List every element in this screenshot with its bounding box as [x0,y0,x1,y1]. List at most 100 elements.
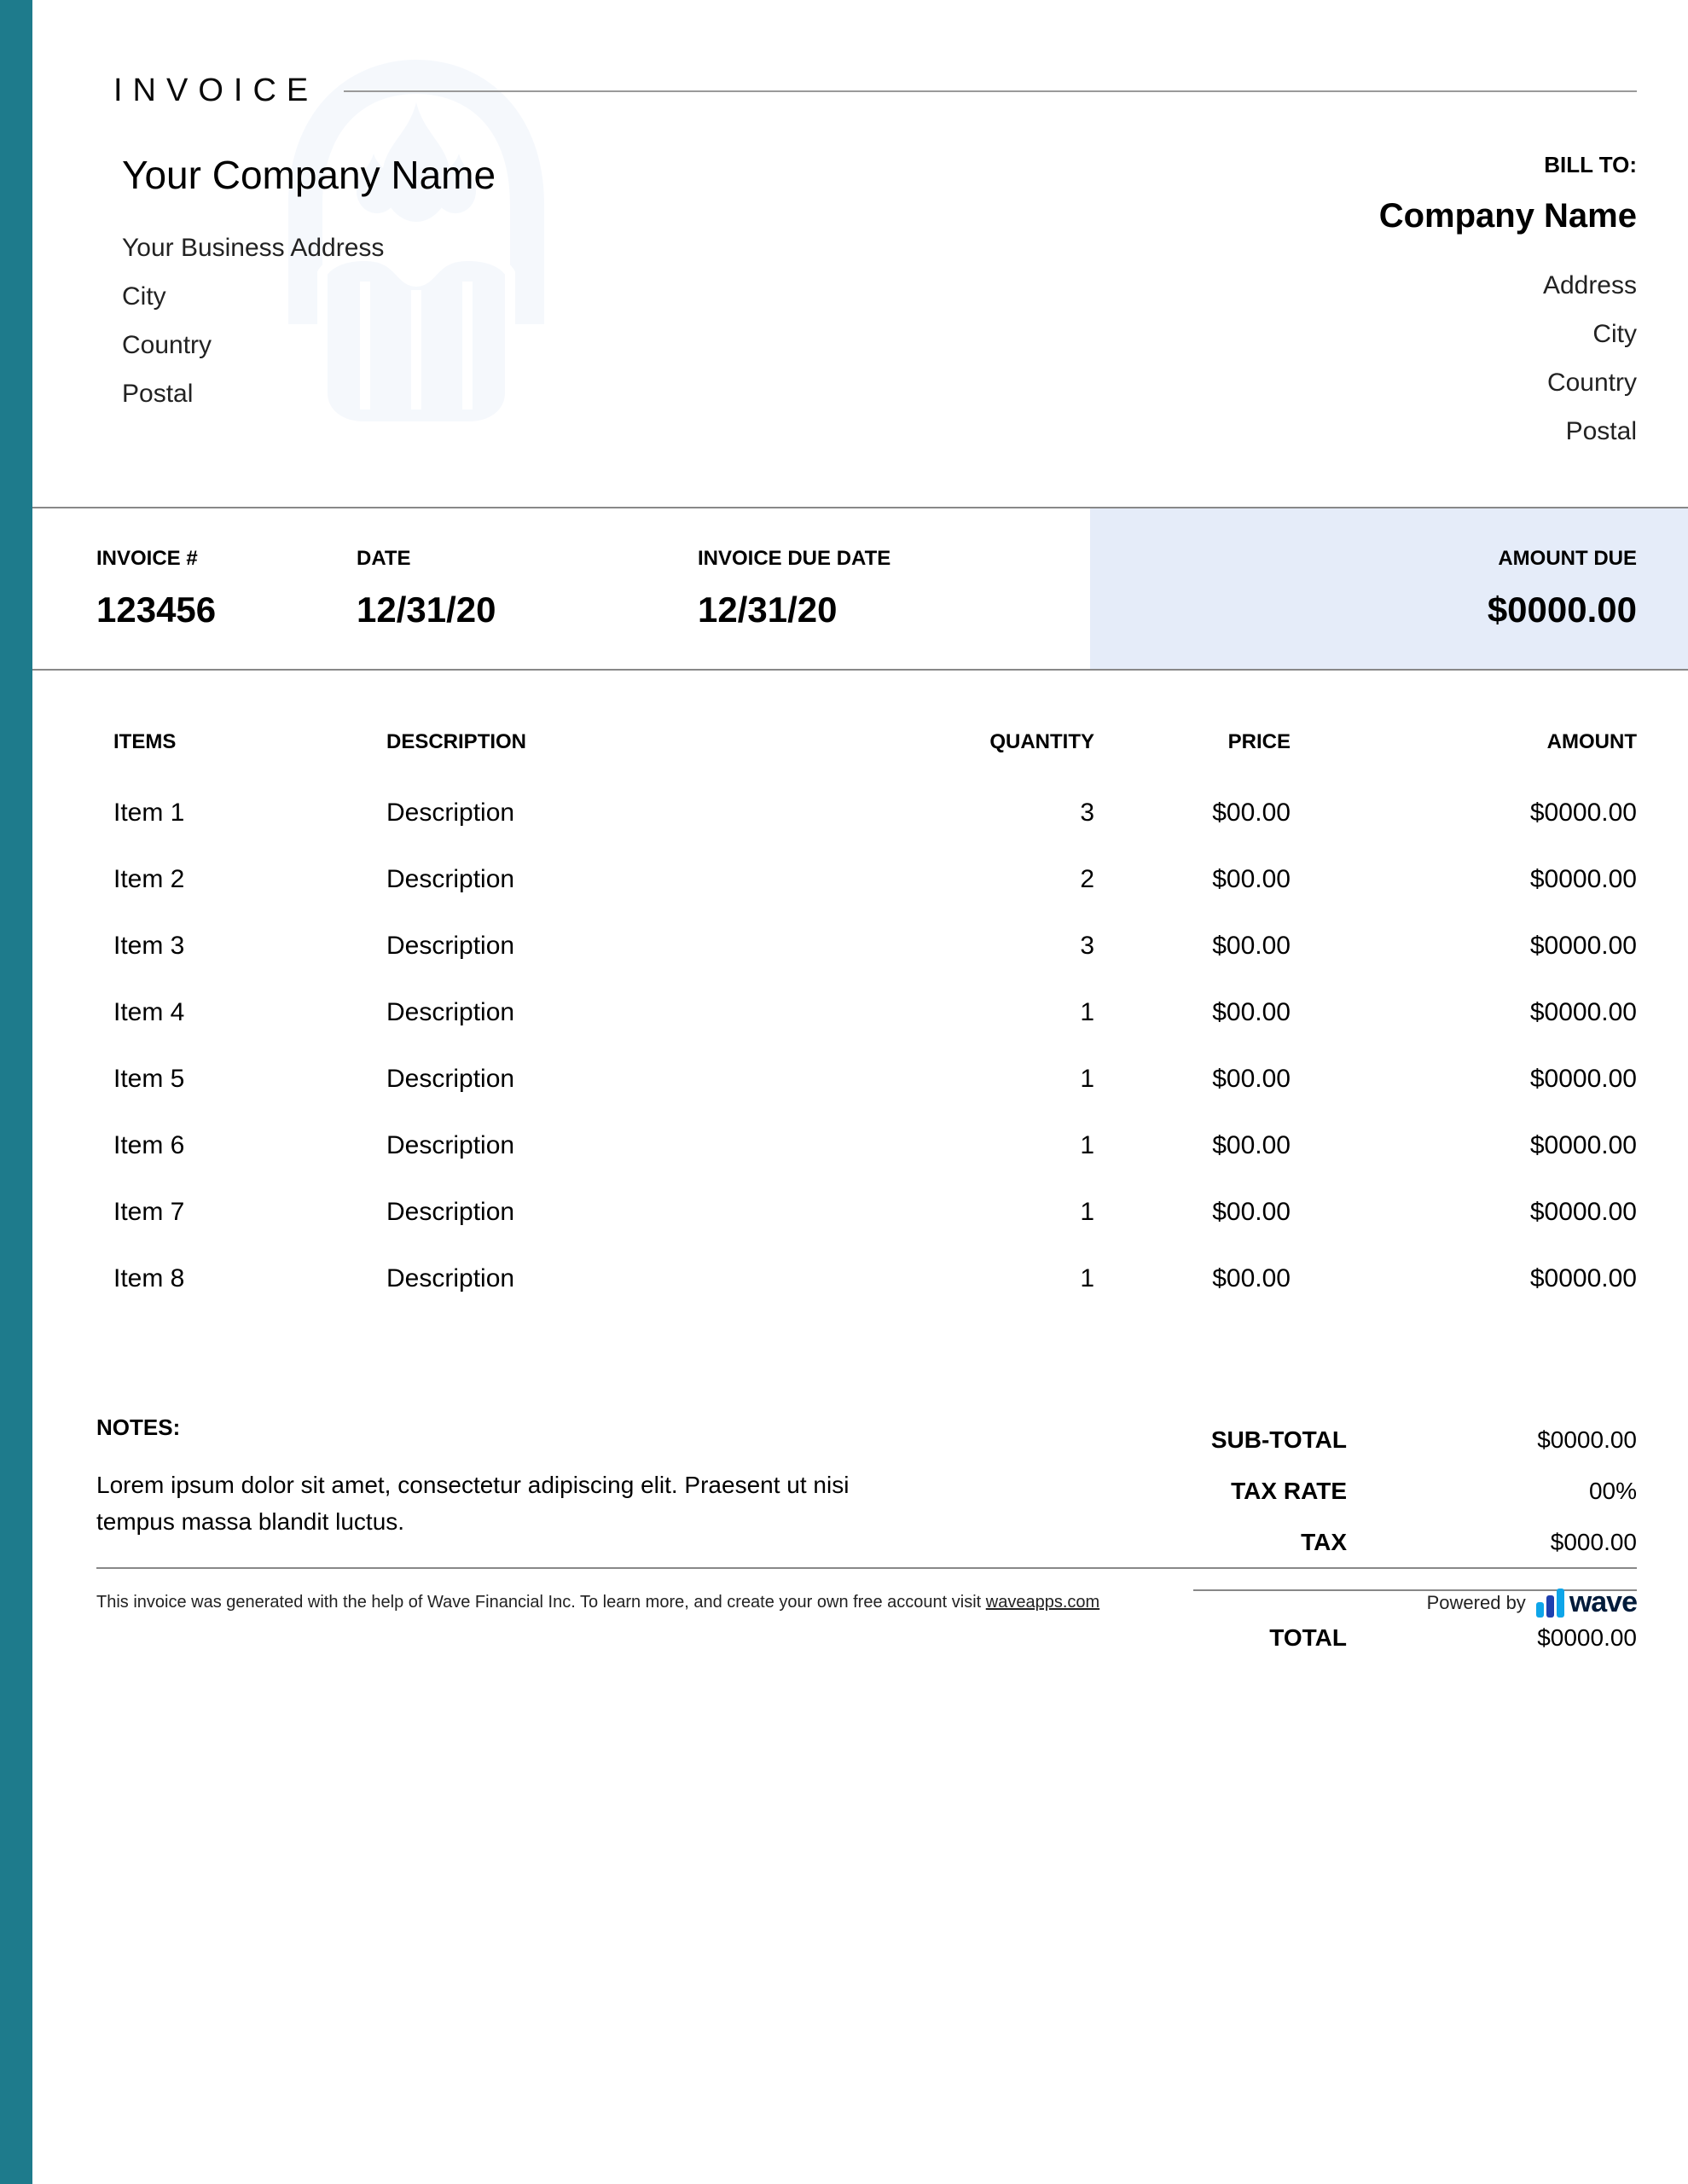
footer-prefix: This invoice was generated with the help… [96,1593,986,1612]
cell-item: Item 2 [96,846,386,913]
recipient-postal: Postal [1379,407,1637,456]
amount-due-label: AMOUNT DUE [1090,547,1637,571]
table-row: Item 3Description3$00.00$0000.00 [96,913,1637,979]
cell-quantity: 1 [898,979,1094,1046]
powered-by: Powered by wave [1427,1586,1637,1619]
tax-value: $000.00 [1449,1529,1637,1556]
recipient-address: Address [1379,261,1637,310]
col-price-header: PRICE [1094,730,1291,780]
recipient-company: Company Name [1379,197,1637,235]
cell-quantity: 1 [898,1112,1094,1179]
notes-text: Lorem ipsum dolor sit amet, consectetur … [96,1467,864,1541]
cell-price: $00.00 [1094,1179,1291,1246]
powered-by-label: Powered by [1427,1592,1526,1614]
col-items-header: ITEMS [96,730,386,780]
cell-description: Description [386,1112,898,1179]
cell-amount: $0000.00 [1291,913,1637,979]
cell-amount: $0000.00 [1291,846,1637,913]
invoice-title: INVOICE [113,73,318,109]
title-rule [344,90,1637,92]
cell-quantity: 2 [898,846,1094,913]
col-quantity-header: QUANTITY [898,730,1094,780]
table-row: Item 5Description1$00.00$0000.00 [96,1046,1637,1112]
cell-description: Description [386,913,898,979]
cell-quantity: 1 [898,1246,1094,1312]
sender-address: Your Business Address [122,224,496,272]
cell-price: $00.00 [1094,1246,1291,1312]
cell-price: $00.00 [1094,1046,1291,1112]
cell-description: Description [386,780,898,846]
line-items-section: ITEMS DESCRIPTION QUANTITY PRICE AMOUNT … [32,671,1688,1312]
recipient-country: Country [1379,358,1637,407]
table-row: Item 8Description1$00.00$0000.00 [96,1246,1637,1312]
cell-quantity: 1 [898,1179,1094,1246]
wave-bars-icon [1536,1589,1564,1618]
cell-amount: $0000.00 [1291,979,1637,1046]
cell-price: $00.00 [1094,913,1291,979]
amount-due-value: $0000.00 [1090,590,1637,630]
cell-description: Description [386,846,898,913]
cell-price: $00.00 [1094,780,1291,846]
col-description-header: DESCRIPTION [386,730,898,780]
sender-company: Your Company Name [122,152,496,198]
cell-quantity: 3 [898,780,1094,846]
cell-amount: $0000.00 [1291,1179,1637,1246]
cell-price: $00.00 [1094,1112,1291,1179]
total-value: $0000.00 [1449,1624,1637,1652]
cell-price: $00.00 [1094,846,1291,913]
totals-section: SUB-TOTAL $0000.00 TAX RATE 00% TAX $000… [1023,1414,1637,1664]
footer-text: This invoice was generated with the help… [96,1593,1099,1612]
cell-amount: $0000.00 [1291,1246,1637,1312]
recipient-block: BILL TO: Company Name Address City Count… [1379,152,1637,456]
cell-item: Item 7 [96,1179,386,1246]
cell-amount: $0000.00 [1291,1046,1637,1112]
table-row: Item 7Description1$00.00$0000.00 [96,1179,1637,1246]
cell-description: Description [386,979,898,1046]
cell-description: Description [386,1046,898,1112]
cell-item: Item 4 [96,979,386,1046]
sender-postal: Postal [122,369,496,418]
cell-item: Item 1 [96,780,386,846]
invoice-number-value: 123456 [96,590,357,630]
recipient-city: City [1379,310,1637,358]
subtotal-label: SUB-TOTAL [1023,1426,1449,1454]
footer-link[interactable]: waveapps.com [986,1593,1099,1612]
date-value: 12/31/20 [357,590,698,630]
cell-amount: $0000.00 [1291,780,1637,846]
subtotal-value: $0000.00 [1449,1426,1637,1454]
cell-quantity: 3 [898,913,1094,979]
notes-section: NOTES: Lorem ipsum dolor sit amet, conse… [96,1414,972,1664]
sender-block: Your Company Name Your Business Address … [122,152,496,456]
table-row: Item 4Description1$00.00$0000.00 [96,979,1637,1046]
due-date-value: 12/31/20 [698,590,1090,630]
table-row: Item 6Description1$00.00$0000.00 [96,1112,1637,1179]
table-row: Item 2Description2$00.00$0000.00 [96,846,1637,913]
wave-logo: wave [1536,1586,1637,1619]
total-label: TOTAL [1023,1624,1449,1652]
sender-city: City [122,272,496,321]
cell-price: $00.00 [1094,979,1291,1046]
sender-country: Country [122,321,496,369]
taxrate-label: TAX RATE [1023,1478,1449,1505]
cell-item: Item 5 [96,1046,386,1112]
accent-sidebar [0,0,32,2184]
bill-to-label: BILL TO: [1379,152,1637,178]
tax-label: TAX [1023,1529,1449,1556]
cell-item: Item 3 [96,913,386,979]
table-row: Item 1Description3$00.00$0000.00 [96,780,1637,846]
cell-description: Description [386,1246,898,1312]
invoice-meta-row: INVOICE # 123456 DATE 12/31/20 INVOICE D… [32,507,1688,671]
notes-label: NOTES: [96,1414,972,1441]
taxrate-value: 00% [1449,1478,1637,1505]
wave-brand-text: wave [1569,1586,1637,1619]
due-date-label: INVOICE DUE DATE [698,547,1090,571]
col-amount-header: AMOUNT [1291,730,1637,780]
footer: This invoice was generated with the help… [96,1567,1637,1619]
invoice-number-label: INVOICE # [96,547,357,571]
cell-quantity: 1 [898,1046,1094,1112]
cell-description: Description [386,1179,898,1246]
cell-item: Item 8 [96,1246,386,1312]
cell-item: Item 6 [96,1112,386,1179]
cell-amount: $0000.00 [1291,1112,1637,1179]
date-label: DATE [357,547,698,571]
